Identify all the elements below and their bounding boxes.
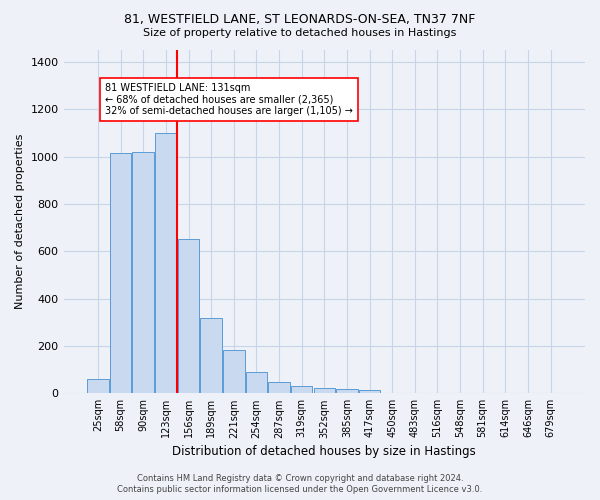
Bar	[245, 372, 267, 394]
Text: 81, WESTFIELD LANE, ST LEONARDS-ON-SEA, TN37 7NF: 81, WESTFIELD LANE, ST LEONARDS-ON-SEA, …	[124, 12, 476, 26]
Y-axis label: Number of detached properties: Number of detached properties	[15, 134, 25, 310]
Bar	[223, 350, 245, 394]
Bar	[314, 388, 335, 394]
X-axis label: Distribution of detached houses by size in Hastings: Distribution of detached houses by size …	[172, 444, 476, 458]
Bar	[110, 153, 131, 394]
Bar	[87, 379, 109, 394]
Bar	[133, 152, 154, 394]
Bar	[200, 318, 222, 394]
Bar	[359, 390, 380, 394]
Bar	[291, 386, 313, 394]
Bar	[155, 133, 176, 394]
Text: 81 WESTFIELD LANE: 131sqm
← 68% of detached houses are smaller (2,365)
32% of se: 81 WESTFIELD LANE: 131sqm ← 68% of detac…	[105, 83, 353, 116]
Text: Size of property relative to detached houses in Hastings: Size of property relative to detached ho…	[143, 28, 457, 38]
Bar	[336, 388, 358, 394]
Text: Contains HM Land Registry data © Crown copyright and database right 2024.
Contai: Contains HM Land Registry data © Crown c…	[118, 474, 482, 494]
Bar	[178, 240, 199, 394]
Bar	[268, 382, 290, 394]
